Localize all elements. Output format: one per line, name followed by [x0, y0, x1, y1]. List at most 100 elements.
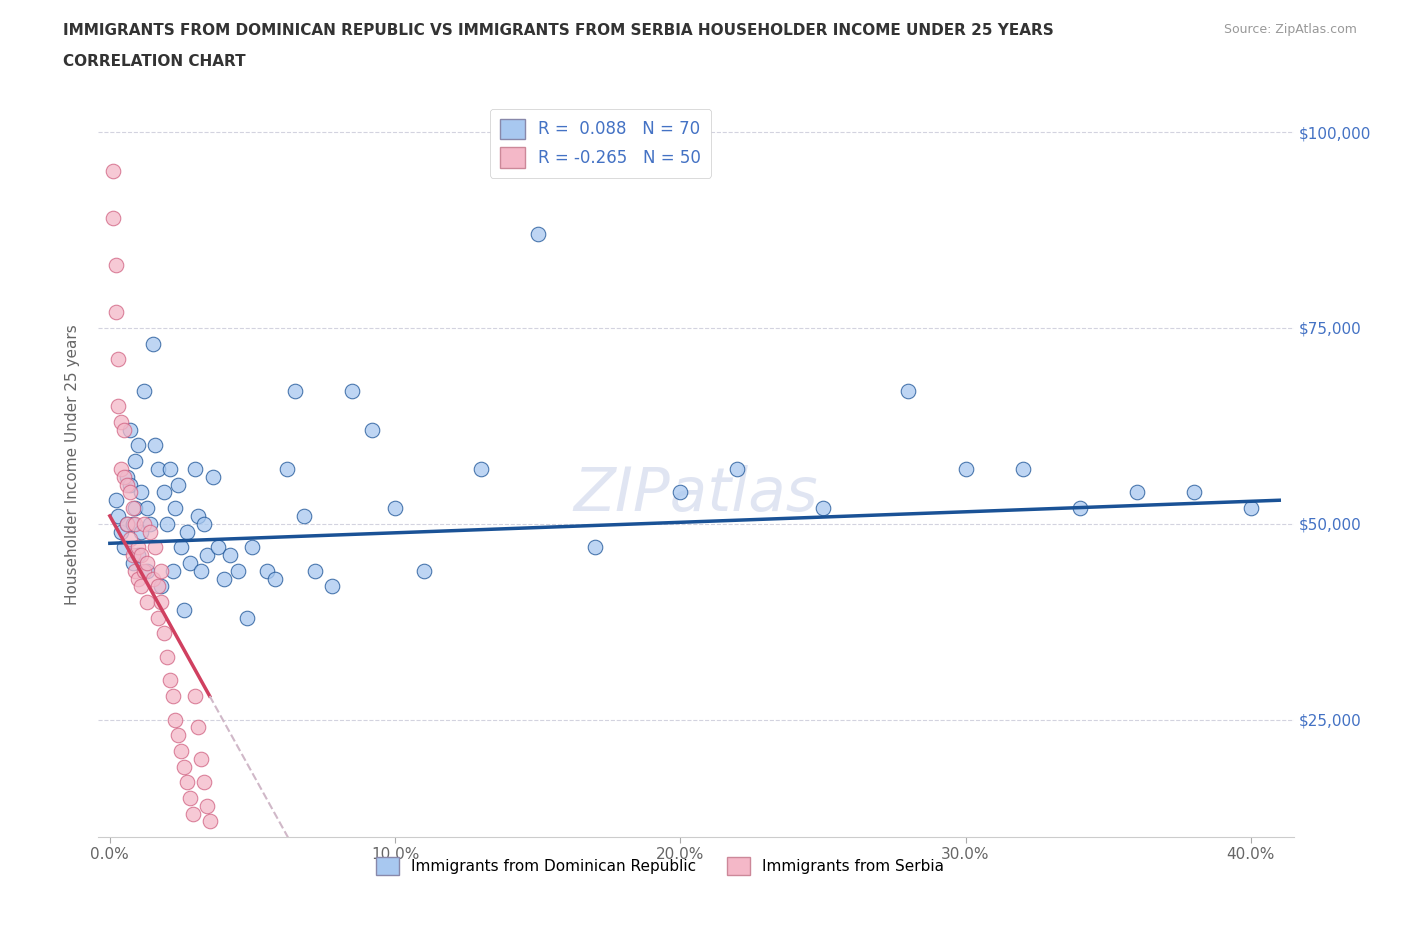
Point	[256, 564, 278, 578]
Point	[176, 775, 198, 790]
Point	[526, 227, 548, 242]
Point	[129, 485, 152, 499]
Point	[110, 415, 132, 430]
Point	[104, 305, 127, 320]
Point	[110, 461, 132, 476]
Point	[955, 461, 977, 476]
Point	[235, 610, 257, 625]
Point	[897, 383, 920, 398]
Point	[115, 470, 138, 485]
Point	[145, 438, 167, 453]
Point	[150, 594, 173, 609]
Point	[121, 555, 143, 570]
Point	[153, 626, 176, 641]
Point	[201, 470, 224, 485]
Point	[725, 461, 748, 476]
Point	[127, 539, 149, 554]
Point	[132, 564, 155, 578]
Point	[135, 564, 157, 578]
Point	[135, 594, 157, 609]
Point	[195, 798, 218, 813]
Point	[129, 525, 152, 539]
Point	[179, 790, 201, 805]
Point	[139, 525, 162, 539]
Point	[218, 548, 240, 563]
Point	[321, 579, 343, 594]
Point	[156, 516, 179, 531]
Point	[193, 516, 215, 531]
Text: IMMIGRANTS FROM DOMINICAN REPUBLIC VS IMMIGRANTS FROM SERBIA HOUSEHOLDER INCOME : IMMIGRANTS FROM DOMINICAN REPUBLIC VS IM…	[63, 23, 1054, 38]
Point	[107, 509, 129, 524]
Point	[361, 422, 384, 437]
Point	[184, 688, 207, 703]
Point	[121, 500, 143, 515]
Point	[150, 564, 173, 578]
Point	[148, 461, 170, 476]
Point	[129, 579, 152, 594]
Point	[150, 579, 173, 594]
Point	[121, 548, 143, 563]
Point	[173, 759, 195, 774]
Point	[153, 485, 176, 499]
Point	[115, 477, 138, 492]
Point	[412, 564, 434, 578]
Point	[115, 516, 138, 531]
Point	[276, 461, 298, 476]
Point	[669, 485, 692, 499]
Point	[132, 516, 155, 531]
Point	[148, 610, 170, 625]
Point	[112, 422, 135, 437]
Point	[118, 485, 141, 499]
Point	[242, 539, 264, 554]
Point	[181, 806, 204, 821]
Point	[193, 775, 215, 790]
Point	[342, 383, 364, 398]
Point	[107, 399, 129, 414]
Point	[101, 164, 124, 179]
Point	[156, 649, 179, 664]
Point	[264, 571, 287, 586]
Point	[162, 688, 184, 703]
Text: CORRELATION CHART: CORRELATION CHART	[63, 54, 246, 69]
Point	[148, 579, 170, 594]
Point	[135, 500, 157, 515]
Point	[118, 532, 141, 547]
Point	[101, 211, 124, 226]
Point	[198, 814, 221, 829]
Point	[187, 509, 209, 524]
Point	[129, 548, 152, 563]
Point	[179, 555, 201, 570]
Text: ZIPatlas: ZIPatlas	[574, 465, 818, 525]
Point	[107, 352, 129, 366]
Point	[165, 500, 187, 515]
Point	[142, 336, 165, 351]
Point	[292, 509, 315, 524]
Point	[184, 461, 207, 476]
Point	[127, 438, 149, 453]
Point	[1182, 485, 1205, 499]
Point	[226, 564, 249, 578]
Point	[112, 470, 135, 485]
Point	[470, 461, 492, 476]
Point	[145, 539, 167, 554]
Point	[104, 493, 127, 508]
Point	[195, 548, 218, 563]
Point	[127, 548, 149, 563]
Point	[118, 422, 141, 437]
Point	[165, 712, 187, 727]
Point	[167, 477, 190, 492]
Point	[110, 525, 132, 539]
Point	[190, 564, 212, 578]
Point	[112, 539, 135, 554]
Point	[187, 720, 209, 735]
Point	[170, 539, 193, 554]
Point	[132, 383, 155, 398]
Point	[811, 500, 834, 515]
Point	[207, 539, 229, 554]
Point	[1011, 461, 1033, 476]
Point	[142, 571, 165, 586]
Point	[124, 516, 146, 531]
Point	[124, 454, 146, 469]
Point	[284, 383, 307, 398]
Point	[162, 564, 184, 578]
